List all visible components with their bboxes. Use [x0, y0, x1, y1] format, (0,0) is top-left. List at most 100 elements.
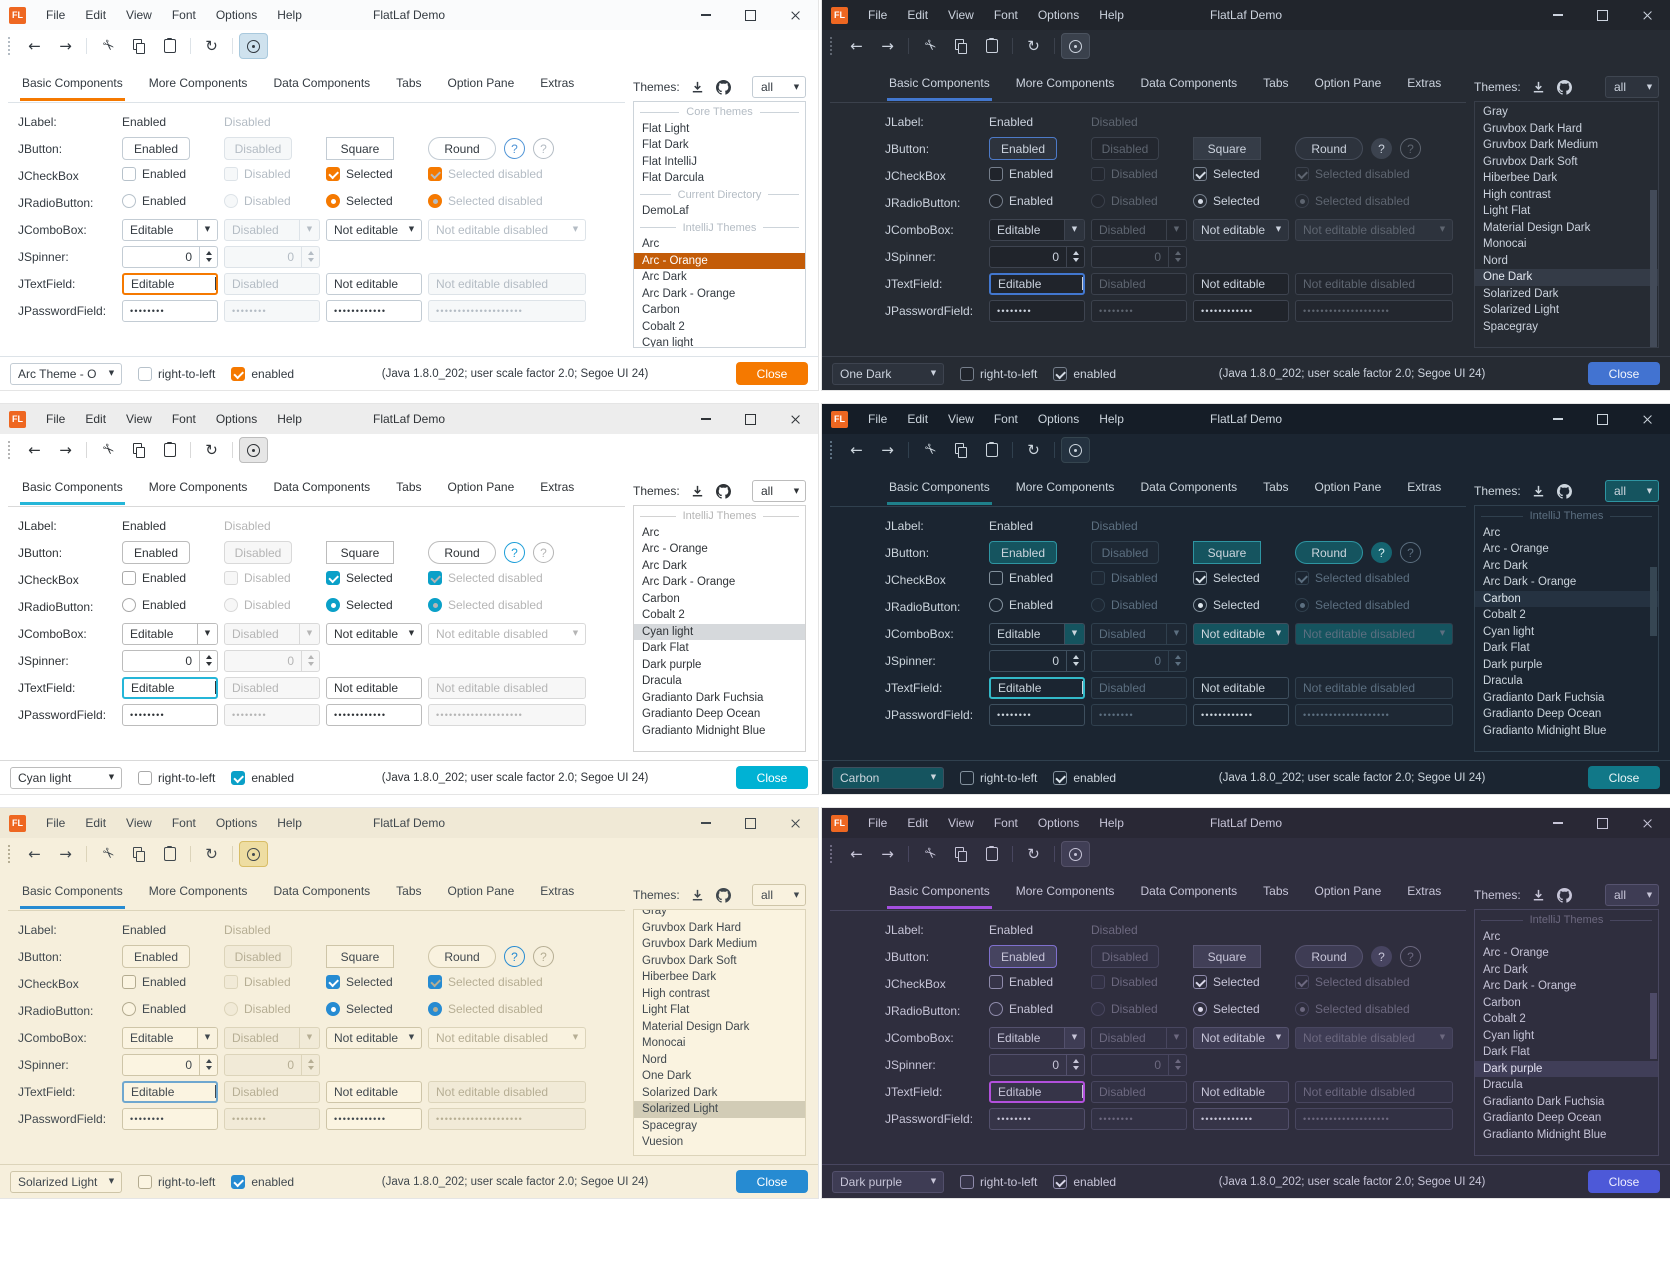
tab-data-components[interactable]: Data Components: [273, 884, 371, 898]
theme-item-material-design-dark[interactable]: Material Design Dark: [1483, 221, 1591, 234]
theme-item-gruvbox-dark-medium[interactable]: Gruvbox Dark Medium: [642, 938, 758, 950]
back-button[interactable]: ←: [20, 33, 49, 59]
theme-item-arc-orange[interactable]: Arc - Orange: [1483, 543, 1549, 555]
theme-item-arc-dark[interactable]: Arc Dark: [642, 271, 687, 283]
textfield-disabled[interactable]: Disabled: [224, 272, 320, 295]
spinner-buttons[interactable]: [301, 650, 319, 671]
checkbox-selected-disabled[interactable]: Selected disabled: [428, 975, 543, 989]
checkbox-selected-disabled[interactable]: Selected disabled: [1295, 975, 1410, 989]
theme-item-arc-dark[interactable]: Arc Dark: [1483, 559, 1528, 572]
tab-data-components[interactable]: Data Components: [273, 76, 371, 90]
radio-enabled[interactable]: Enabled: [122, 1002, 186, 1016]
tab-more-components[interactable]: More Components: [1015, 76, 1115, 90]
menu-font[interactable]: Font: [993, 8, 1018, 22]
minimize-button[interactable]: [1535, 808, 1580, 838]
rtl-checkbox[interactable]: right-to-left: [960, 366, 1037, 381]
list-scrollbar-thumb[interactable]: [1650, 993, 1657, 1060]
menu-view[interactable]: View: [126, 816, 152, 830]
theme-item-hiberbee-dark[interactable]: Hiberbee Dark: [1483, 172, 1558, 184]
square-button[interactable]: Square: [326, 945, 394, 968]
theme-item-monocai[interactable]: Monocai: [642, 1037, 686, 1049]
checkbox-enabled[interactable]: Enabled: [989, 167, 1053, 181]
square-button[interactable]: Square: [326, 541, 394, 564]
textfield-editable[interactable]: Editable: [122, 676, 218, 699]
refresh-button[interactable]: ↻: [1019, 33, 1048, 59]
passwordfield-not-editable[interactable]: ••••••••••••: [326, 299, 422, 322]
passwordfield-not-editable-disabled[interactable]: ••••••••••••••••••••: [428, 1107, 586, 1130]
passwordfield-not-editable-disabled[interactable]: ••••••••••••••••••••: [428, 703, 586, 726]
checkbox-selected-disabled[interactable]: Selected disabled: [428, 571, 543, 585]
back-button[interactable]: ←: [842, 437, 871, 463]
tab-data-components[interactable]: Data Components: [273, 480, 371, 494]
tab-extras[interactable]: Extras: [1407, 884, 1442, 898]
close-window-button[interactable]: [1625, 0, 1670, 30]
maximize-button[interactable]: [1580, 808, 1625, 838]
combobox-not-editable-disabled[interactable]: Not editable disabled ▼: [428, 218, 586, 241]
theme-item-cobalt-2[interactable]: Cobalt 2: [642, 320, 685, 333]
menu-edit[interactable]: Edit: [907, 816, 929, 830]
passwordfield-disabled[interactable]: ••••••••: [224, 299, 320, 322]
theme-item-arc-orange[interactable]: Arc - Orange: [634, 252, 805, 269]
theme-item-arc-dark-orange[interactable]: Arc Dark - Orange: [642, 576, 736, 588]
enabled-button[interactable]: Enabled: [989, 137, 1057, 160]
radio-enabled[interactable]: Enabled: [989, 1002, 1053, 1016]
textfield-editable[interactable]: Editable: [989, 1080, 1085, 1103]
menu-view[interactable]: View: [948, 412, 974, 426]
theme-item-nord[interactable]: Nord: [642, 1053, 667, 1066]
passwordfield-editable[interactable]: ••••••••: [122, 703, 218, 726]
forward-button[interactable]: →: [873, 33, 902, 59]
radio-disabled[interactable]: Disabled: [1091, 194, 1158, 208]
combobox-not-editable[interactable]: Not editable ▼: [326, 1026, 422, 1049]
textfield-editable[interactable]: Editable: [989, 272, 1085, 295]
combobox-editable[interactable]: Editable ▼: [989, 622, 1085, 645]
enabled-checkbox[interactable]: enabled: [231, 1174, 294, 1189]
theme-item-vuesion[interactable]: Vuesion: [642, 1136, 684, 1148]
spinner-buttons[interactable]: [1066, 246, 1084, 267]
theme-item-monocai[interactable]: Monocai: [1483, 238, 1527, 250]
passwordfield-disabled[interactable]: ••••••••: [224, 703, 320, 726]
combobox-editable[interactable]: Editable ▼: [122, 218, 218, 241]
theme-item-dark-purple[interactable]: Dark purple: [1475, 1060, 1658, 1077]
theme-item-cyan-light[interactable]: Cyan light: [634, 623, 805, 640]
theme-item-gradianto-deep-ocean[interactable]: Gradianto Deep Ocean: [1483, 1112, 1602, 1124]
eye-toggle-button[interactable]: [239, 33, 268, 59]
menu-font[interactable]: Font: [993, 816, 1018, 830]
tab-extras[interactable]: Extras: [540, 480, 575, 494]
github-button[interactable]: [1557, 79, 1573, 95]
combobox-not-editable[interactable]: Not editable ▼: [1193, 1026, 1289, 1049]
forward-button[interactable]: →: [873, 437, 902, 463]
spinner-buttons[interactable]: [199, 246, 217, 267]
menu-file[interactable]: File: [868, 8, 888, 22]
copy-button[interactable]: [946, 33, 975, 59]
menu-options[interactable]: Options: [215, 412, 258, 426]
textfield-not-editable-disabled[interactable]: Not editable disabled: [428, 272, 586, 295]
theme-item-nord[interactable]: Nord: [1483, 254, 1508, 267]
menu-file[interactable]: File: [868, 412, 888, 426]
tab-basic-components[interactable]: Basic Components: [20, 884, 125, 909]
help-button[interactable]: ?: [504, 542, 525, 563]
spinner-buttons[interactable]: [199, 650, 217, 671]
textfield-disabled[interactable]: Disabled: [224, 1080, 320, 1103]
cut-button[interactable]: ✂: [93, 841, 122, 867]
tab-basic-components[interactable]: Basic Components: [887, 76, 992, 101]
maximize-button[interactable]: [728, 404, 773, 434]
theme-item-arc-dark[interactable]: Arc Dark: [1483, 963, 1528, 976]
tab-data-components[interactable]: Data Components: [1140, 480, 1238, 494]
eye-toggle-button[interactable]: [239, 437, 268, 463]
tab-tabs[interactable]: Tabs: [396, 76, 422, 90]
download-themes-button[interactable]: [690, 79, 706, 95]
spinner-buttons[interactable]: [301, 1054, 319, 1075]
theme-filter-combo[interactable]: all ▼: [752, 480, 806, 502]
checkbox-enabled[interactable]: Enabled: [122, 167, 186, 181]
checkbox-selected[interactable]: Selected: [326, 167, 393, 181]
menu-help[interactable]: Help: [1099, 8, 1124, 22]
help-button[interactable]: ?: [1371, 946, 1392, 967]
radio-selected[interactable]: Selected: [1193, 1002, 1260, 1016]
spinner-buttons[interactable]: [199, 1054, 217, 1075]
close-window-button[interactable]: [773, 404, 818, 434]
close-button[interactable]: Close: [1588, 362, 1660, 385]
passwordfield-not-editable[interactable]: ••••••••••••: [326, 703, 422, 726]
passwordfield-not-editable[interactable]: ••••••••••••: [326, 1107, 422, 1130]
rtl-checkbox[interactable]: right-to-left: [138, 770, 215, 785]
tab-basic-components[interactable]: Basic Components: [20, 76, 125, 101]
